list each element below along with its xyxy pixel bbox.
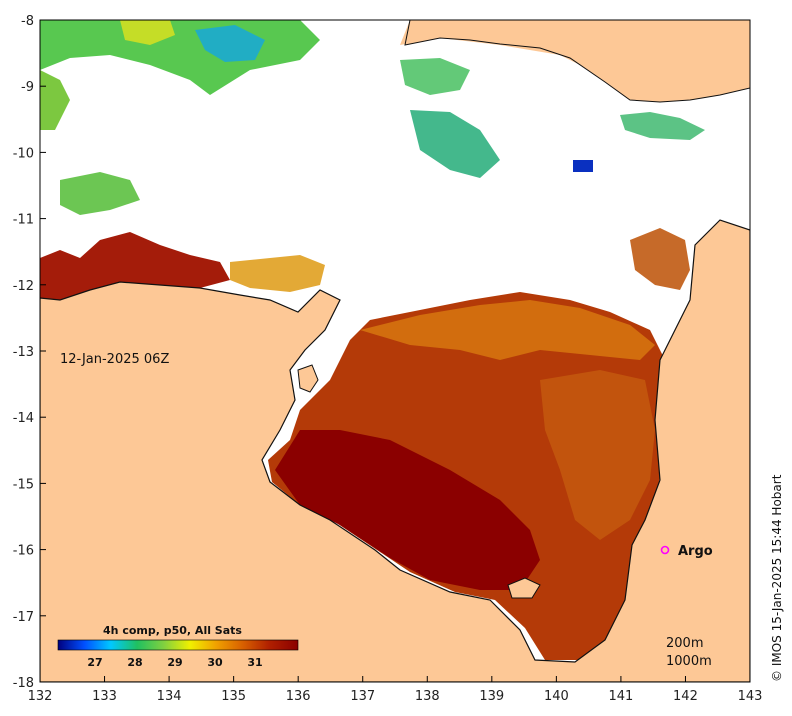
lon-tick-label: 132: [28, 689, 53, 704]
lat-tick-label: -11: [13, 213, 34, 228]
lon-tick-label: 142: [673, 689, 698, 704]
lon-tick-label: 140: [544, 689, 569, 704]
credit-label: © IMOS 15-Jan-2025 15:44 Hobart: [770, 474, 784, 682]
colorbar-title: 4h comp, p50, All Sats: [103, 624, 242, 637]
longitude-axis: 132 133 134 135 136 137 138 139 140 141 142 143: [28, 676, 763, 704]
island-groote: [297, 364, 319, 393]
colorbar-gradient: [57, 639, 299, 651]
lat-tick-label: -13: [13, 345, 34, 360]
sst-yellow-northwest: [120, 20, 175, 45]
timestamp-label: 12-Jan-2025 06Z: [60, 352, 169, 367]
colorbar-tick-label: 30: [207, 656, 223, 669]
colorbar-tick-label: 31: [247, 656, 262, 669]
map-layers: [40, 20, 750, 682]
lon-tick-label: 141: [608, 689, 633, 704]
sst-hot-core: [275, 430, 540, 590]
sst-cool-patch-north: [400, 58, 470, 95]
sst-orange-coast-west: [230, 255, 325, 292]
latitude-axis: -8 -9 -10 -11 -12 -13 -14 -15 -16 -17 -18: [13, 14, 46, 691]
land-northern-territory: [40, 219, 750, 682]
sst-east-band: [540, 370, 655, 540]
lon-tick-label: 135: [221, 689, 246, 704]
depth-label-1000m: 1000m: [666, 654, 712, 669]
sst-warm-coast-west: [40, 232, 230, 300]
lon-tick-label: 137: [350, 689, 375, 704]
lat-tick-label: -17: [13, 610, 34, 625]
argo-marker-icon[interactable]: [660, 545, 670, 555]
sst-mid-band: [360, 300, 655, 360]
colorbar-tick-label: 27: [87, 656, 102, 669]
lat-tick-label: -10: [13, 146, 34, 161]
lat-tick-label: -12: [13, 279, 34, 294]
depth-label-200m: 200m: [666, 636, 703, 651]
sst-blue-spot: [573, 160, 593, 172]
island-mornington: [507, 577, 541, 599]
land-new-guinea: [404, 20, 750, 103]
lat-tick-label: -16: [13, 544, 34, 559]
lon-tick-label: 134: [157, 689, 182, 704]
colorbar-ticks: 27 28 29 30 31: [87, 656, 262, 669]
lon-tick-label: 143: [738, 689, 763, 704]
sst-cool-patch-west: [60, 172, 140, 215]
colorbar: 4h comp, p50, All Sats 27 28 29 30 31: [57, 624, 299, 669]
lon-tick-label: 136: [286, 689, 311, 704]
lon-tick-label: 139: [479, 689, 504, 704]
lat-tick-label: -18: [13, 676, 34, 691]
argo-label: Argo: [678, 544, 713, 559]
lon-tick-label: 133: [92, 689, 117, 704]
colorbar-tick-label: 28: [127, 656, 142, 669]
lat-tick-label: -9: [21, 80, 34, 95]
sst-west-left-patch: [40, 70, 70, 130]
lon-tick-label: 138: [415, 689, 440, 704]
lat-tick-label: -15: [13, 477, 34, 492]
lat-tick-label: -8: [21, 14, 34, 29]
sst-cool-patch-central: [410, 110, 500, 178]
sst-cool-patch-northeast: [620, 112, 705, 140]
lat-tick-label: -14: [13, 411, 34, 426]
colorbar-tick-label: 29: [167, 656, 182, 669]
sst-cooler-northwest: [195, 25, 265, 62]
sst-east-patch: [630, 228, 690, 290]
